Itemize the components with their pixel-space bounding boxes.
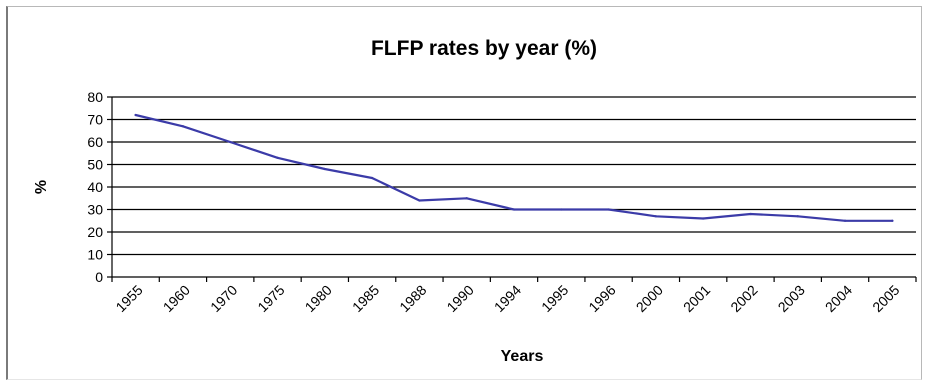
- data-point: [276, 156, 279, 159]
- data-point: [891, 219, 894, 222]
- y-tick-label: 50: [87, 157, 103, 173]
- chart-title: FLFP rates by year (%): [371, 37, 597, 60]
- x-tick-label: 2002: [727, 282, 760, 315]
- series-line: [134, 113, 894, 222]
- y-tick-label: 60: [87, 134, 103, 150]
- data-point: [229, 140, 232, 144]
- data-point: [371, 176, 374, 180]
- x-tick-label: 1990: [443, 282, 476, 315]
- data-point: [702, 217, 705, 220]
- data-point: [607, 208, 610, 211]
- x-tick-label: 2005: [869, 282, 902, 315]
- data-point: [465, 197, 468, 200]
- y-tick-label: 80: [87, 89, 103, 105]
- x-tick-label: 2004: [822, 282, 855, 315]
- x-tick-label: 1996: [585, 282, 618, 315]
- x-tick-label: 1985: [349, 282, 382, 315]
- x-tick-label: 1980: [302, 282, 335, 315]
- x-tick-label: 1988: [396, 282, 429, 315]
- y-tick-label: 20: [87, 224, 103, 240]
- x-tick-label: 2003: [775, 282, 808, 315]
- y-axis-title: %: [33, 180, 50, 194]
- data-point: [843, 219, 847, 222]
- x-tick-label: 1970: [207, 282, 240, 315]
- data-point: [796, 215, 799, 218]
- data-point: [654, 215, 657, 218]
- x-axis-title: Years: [501, 348, 544, 365]
- x-tick-label: 1960: [160, 282, 193, 315]
- x-tick-label: 1955: [112, 282, 145, 315]
- x-tick-label: 2001: [680, 282, 713, 315]
- x-tick-label: 1994: [491, 282, 524, 315]
- data-point: [560, 208, 563, 211]
- y-tick-label: 0: [95, 269, 103, 285]
- y-tick-label: 40: [87, 179, 103, 195]
- data-point: [134, 113, 137, 117]
- x-tick-label: 1995: [538, 282, 571, 315]
- x-tick-label: 1975: [254, 282, 287, 315]
- y-tick-label: 10: [87, 247, 103, 263]
- y-tick-label: 70: [87, 112, 103, 128]
- x-tick-label: 2000: [633, 282, 666, 315]
- data-point: [323, 167, 326, 171]
- chart-frame: FLFP rates by year (%) 0 10 20 30 40 50 60 70 80…: [6, 6, 922, 380]
- data-point: [749, 212, 752, 216]
- data-point: [418, 199, 421, 202]
- data-point: [512, 208, 516, 211]
- plot-area: 0 10 20 30 40 50 60 70 80 1955 1960 1970 1975 1980 198…: [87, 89, 917, 315]
- line-chart: FLFP rates by year (%) 0 10 20 30 40 50 60 70 80…: [33, 37, 917, 365]
- data-point: [181, 125, 185, 128]
- y-tick-label: 30: [87, 202, 103, 218]
